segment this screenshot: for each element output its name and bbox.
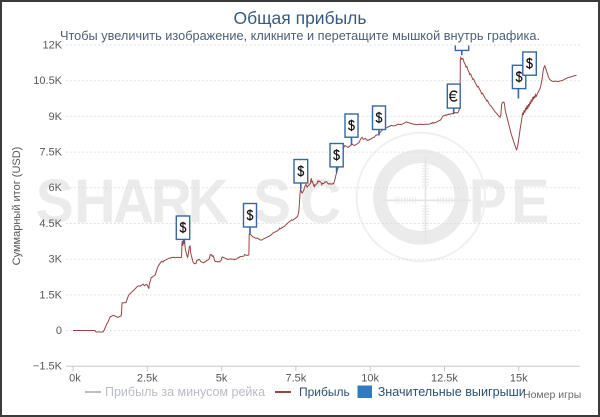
svg-text:10k: 10k [361,373,379,385]
svg-text:7.5k: 7.5k [285,372,306,384]
svg-text:12K: 12K [42,39,62,51]
svg-text:3K: 3K [49,254,63,266]
svg-text:12.5k: 12.5k [431,373,458,385]
svg-text:9K: 9K [49,111,63,123]
svg-text:7.5K: 7.5K [39,147,62,159]
svg-text:0: 0 [56,325,62,337]
svg-text:P: P [469,166,507,236]
svg-text:Прибыль: Прибыль [299,385,350,399]
svg-text:Значительные выигрыши: Значительные выигрыши [378,385,526,399]
svg-text:Прибыль за минусом рейка: Прибыль за минусом рейка [105,385,265,399]
svg-text:A: A [113,166,154,236]
svg-text:E: E [511,166,549,236]
svg-text:5k: 5k [216,372,228,384]
svg-text:4.5K: 4.5K [39,218,62,230]
svg-text:K: K [188,166,229,236]
svg-text:−1.5K: −1.5K [33,361,63,373]
svg-text:S: S [36,166,74,236]
svg-text:Общая прибыль: Общая прибыль [233,8,366,28]
svg-text:Чтобы увеличить изображение, к: Чтобы увеличить изображение, кликните и … [60,28,540,43]
svg-text:10.5K: 10.5K [33,75,62,87]
svg-text:Номер игры: Номер игры [523,389,581,401]
svg-text:0k: 0k [69,372,81,384]
svg-text:2.5k: 2.5k [137,372,158,384]
svg-text:6K: 6K [49,182,63,194]
svg-text:1.5K: 1.5K [39,289,62,301]
svg-text:Суммарный итог (USD): Суммарный итог (USD) [11,147,23,266]
svg-text:H: H [74,166,115,236]
svg-text:S: S [253,166,291,236]
svg-text:15k: 15k [510,373,528,385]
